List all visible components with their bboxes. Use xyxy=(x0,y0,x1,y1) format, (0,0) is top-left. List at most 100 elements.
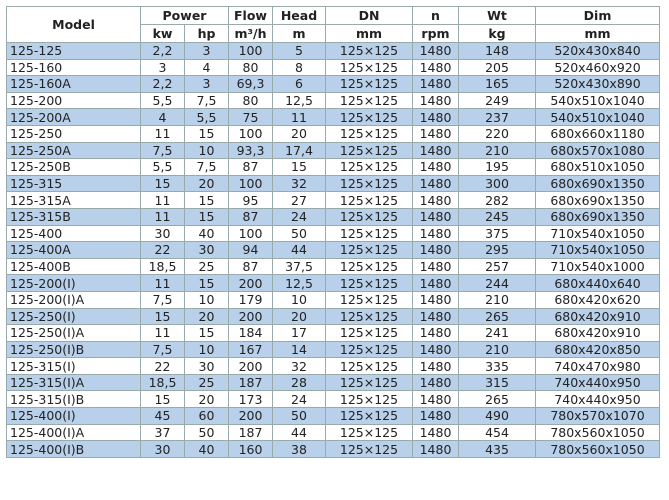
cell-hp: 3 xyxy=(184,75,229,93)
cell-hp: 10 xyxy=(184,141,229,160)
cell-dim: 740x440x950 xyxy=(535,390,660,409)
cell-dim: 680x420x910 xyxy=(535,324,660,342)
cell-hp: 25 xyxy=(184,373,229,392)
cell-dn: 125×125 xyxy=(325,207,413,226)
cell-kw: 4 xyxy=(140,108,185,126)
cell-dim: 540x510x1040 xyxy=(535,108,660,126)
cell-dim: 680x690x1350 xyxy=(535,207,660,226)
cell-dn: 125×125 xyxy=(325,373,413,392)
cell-flow: 179 xyxy=(228,290,273,309)
cell-rpm: 1480 xyxy=(412,340,459,359)
cell-rpm: 1480 xyxy=(412,257,459,276)
cell-dim: 520x460x920 xyxy=(535,58,660,77)
cell-model: 125-160 xyxy=(6,58,141,77)
unit-flow: m³/h xyxy=(228,24,273,43)
cell-rpm: 1480 xyxy=(412,75,459,93)
cell-flow: 167 xyxy=(228,340,273,359)
cell-model: 125-400(I)B xyxy=(6,440,141,458)
cell-rpm: 1480 xyxy=(412,390,459,409)
cell-weight: 295 xyxy=(458,241,536,259)
cell-dim: 710x540x1000 xyxy=(535,257,660,276)
cell-flow: 87 xyxy=(228,158,273,176)
cell-weight: 210 xyxy=(458,141,536,160)
cell-rpm: 1480 xyxy=(412,423,459,442)
cell-rpm: 1480 xyxy=(412,42,459,60)
table-row: 125-400(I) 45 60 200 50 125×125 1480 490 780x570… xyxy=(6,407,660,425)
cell-kw: 15 xyxy=(140,174,185,193)
cell-flow: 200 xyxy=(228,274,273,292)
cell-head: 44 xyxy=(272,241,326,259)
cell-head: 28 xyxy=(272,373,326,392)
cell-weight: 490 xyxy=(458,407,536,425)
table-row: 125-125 2,2 3 100 5 125×125 1480 148 520x430x840 xyxy=(6,42,660,60)
cell-head: 20 xyxy=(272,124,326,143)
cell-dn: 125×125 xyxy=(325,158,413,176)
cell-model: 125-315B xyxy=(6,207,141,226)
cell-hp: 25 xyxy=(184,257,229,276)
cell-model: 125-315 xyxy=(6,174,141,193)
cell-head: 10 xyxy=(272,290,326,309)
cell-flow: 69,3 xyxy=(228,75,273,93)
cell-model: 125-400B xyxy=(6,257,141,276)
cell-head: 14 xyxy=(272,340,326,359)
header-row-1: Model Power Flow Head DN n Wt Dim xyxy=(6,6,660,43)
cell-dn: 125×125 xyxy=(325,191,413,209)
cell-model: 125-160A xyxy=(6,75,141,93)
table-row: 125-200 5,5 7,5 80 12,5 125×125 1480 249 540x510… xyxy=(6,91,660,110)
table-row: 125-315(I) 22 30 200 32 125×125 1480 335 740x470… xyxy=(6,357,660,375)
cell-dn: 125×125 xyxy=(325,290,413,309)
cell-weight: 205 xyxy=(458,58,536,77)
cell-rpm: 1480 xyxy=(412,174,459,193)
cell-kw: 11 xyxy=(140,274,185,292)
cell-head: 12,5 xyxy=(272,274,326,292)
cell-flow: 200 xyxy=(228,407,273,425)
cell-dim: 680x690x1350 xyxy=(535,174,660,193)
cell-head: 32 xyxy=(272,174,326,193)
cell-weight: 335 xyxy=(458,357,536,375)
cell-rpm: 1480 xyxy=(412,124,459,143)
cell-dim: 780x560x1050 xyxy=(535,440,660,458)
table-row: 125-160 3 4 80 8 125×125 1480 205 520x460x920 xyxy=(6,58,660,77)
cell-rpm: 1480 xyxy=(412,357,459,375)
cell-weight: 265 xyxy=(458,390,536,409)
cell-head: 11 xyxy=(272,108,326,126)
cell-weight: 220 xyxy=(458,124,536,143)
cell-hp: 40 xyxy=(184,440,229,458)
cell-kw: 2,2 xyxy=(140,42,185,60)
cell-hp: 15 xyxy=(184,124,229,143)
cell-rpm: 1480 xyxy=(412,274,459,292)
cell-model: 125-250(I)B xyxy=(6,340,141,359)
cell-head: 50 xyxy=(272,407,326,425)
cell-flow: 87 xyxy=(228,257,273,276)
cell-weight: 300 xyxy=(458,174,536,193)
header-row-units: kw hp m³/h m mm rpm kg mm xyxy=(7,24,660,43)
header-head: Head xyxy=(272,6,326,25)
cell-model: 125-125 xyxy=(6,42,141,60)
cell-rpm: 1480 xyxy=(412,307,459,326)
cell-dim: 710x540x1050 xyxy=(535,241,660,259)
cell-model: 125-250B xyxy=(6,158,141,176)
cell-head: 44 xyxy=(272,423,326,442)
cell-model: 125-250 xyxy=(6,124,141,143)
cell-flow: 184 xyxy=(228,324,273,342)
cell-kw: 3 xyxy=(140,58,185,77)
unit-kg: kg xyxy=(458,24,536,43)
cell-head: 6 xyxy=(272,75,326,93)
cell-dim: 520x430x890 xyxy=(535,75,660,93)
cell-dn: 125×125 xyxy=(325,141,413,160)
cell-weight: 375 xyxy=(458,224,536,243)
cell-hp: 7,5 xyxy=(184,91,229,110)
cell-rpm: 1480 xyxy=(412,241,459,259)
cell-dn: 125×125 xyxy=(325,440,413,458)
table-row: 125-315B 11 15 87 24 125×125 1480 245 680x690x13… xyxy=(6,207,660,226)
cell-dn: 125×125 xyxy=(325,407,413,425)
cell-dn: 125×125 xyxy=(325,241,413,259)
cell-dim: 740x440x950 xyxy=(535,373,660,392)
cell-hp: 50 xyxy=(184,423,229,442)
cell-kw: 22 xyxy=(140,241,185,259)
cell-kw: 22 xyxy=(140,357,185,375)
cell-hp: 60 xyxy=(184,407,229,425)
table-row: 125-400(I)A 37 50 187 44 125×125 1480 454 780x56… xyxy=(6,423,660,442)
cell-head: 8 xyxy=(272,58,326,77)
cell-kw: 37 xyxy=(140,423,185,442)
